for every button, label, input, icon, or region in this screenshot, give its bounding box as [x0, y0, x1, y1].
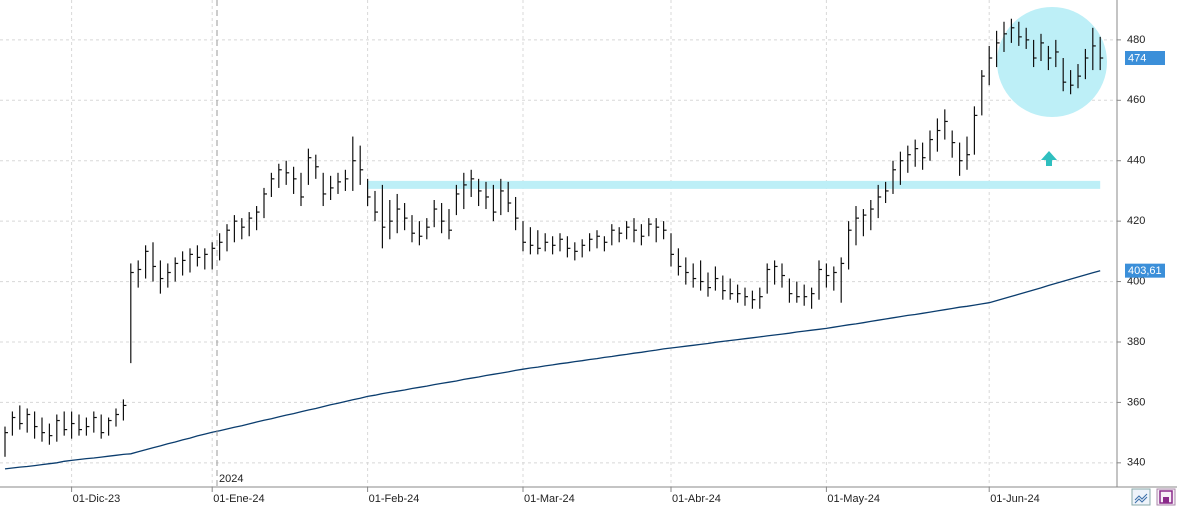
y-tick-label: 400: [1127, 275, 1145, 287]
x-tick-label: 01-Feb-24: [369, 493, 420, 505]
price-marker-label: 403,61: [1128, 265, 1162, 277]
x-tick-label: 01-May-24: [827, 493, 880, 505]
plot: [4, 18, 1104, 470]
save-icon[interactable]: [1156, 488, 1176, 506]
price-marker: [1125, 263, 1165, 278]
y-tick-label: 460: [1127, 94, 1145, 106]
moving-average: [4, 270, 1101, 470]
price-marker-label: 474: [1128, 52, 1146, 64]
highlight-circle: [997, 7, 1107, 117]
x-tick-label: 01-Dic-23: [73, 493, 121, 505]
grid: [0, 0, 1117, 487]
year-label: 2024: [219, 473, 243, 485]
up-arrow: [1041, 151, 1057, 166]
x-tick-label: 01-Jun-24: [990, 493, 1040, 505]
y-tick-label: 480: [1127, 34, 1145, 46]
price-marker: [1125, 51, 1165, 66]
y-tick-label: 420: [1127, 215, 1145, 227]
x-tick-label: 01-Abr-24: [672, 493, 721, 505]
y-tick-label: 380: [1127, 336, 1145, 348]
x-tick-label: 01-Mar-24: [524, 493, 575, 505]
y-tick-label: 440: [1127, 155, 1145, 167]
y-tick-label: 340: [1127, 457, 1145, 469]
y-tick-label: 360: [1127, 396, 1145, 408]
x-tick-label: 01-Ene-24: [213, 493, 264, 505]
zoom-icon[interactable]: [1131, 488, 1151, 506]
